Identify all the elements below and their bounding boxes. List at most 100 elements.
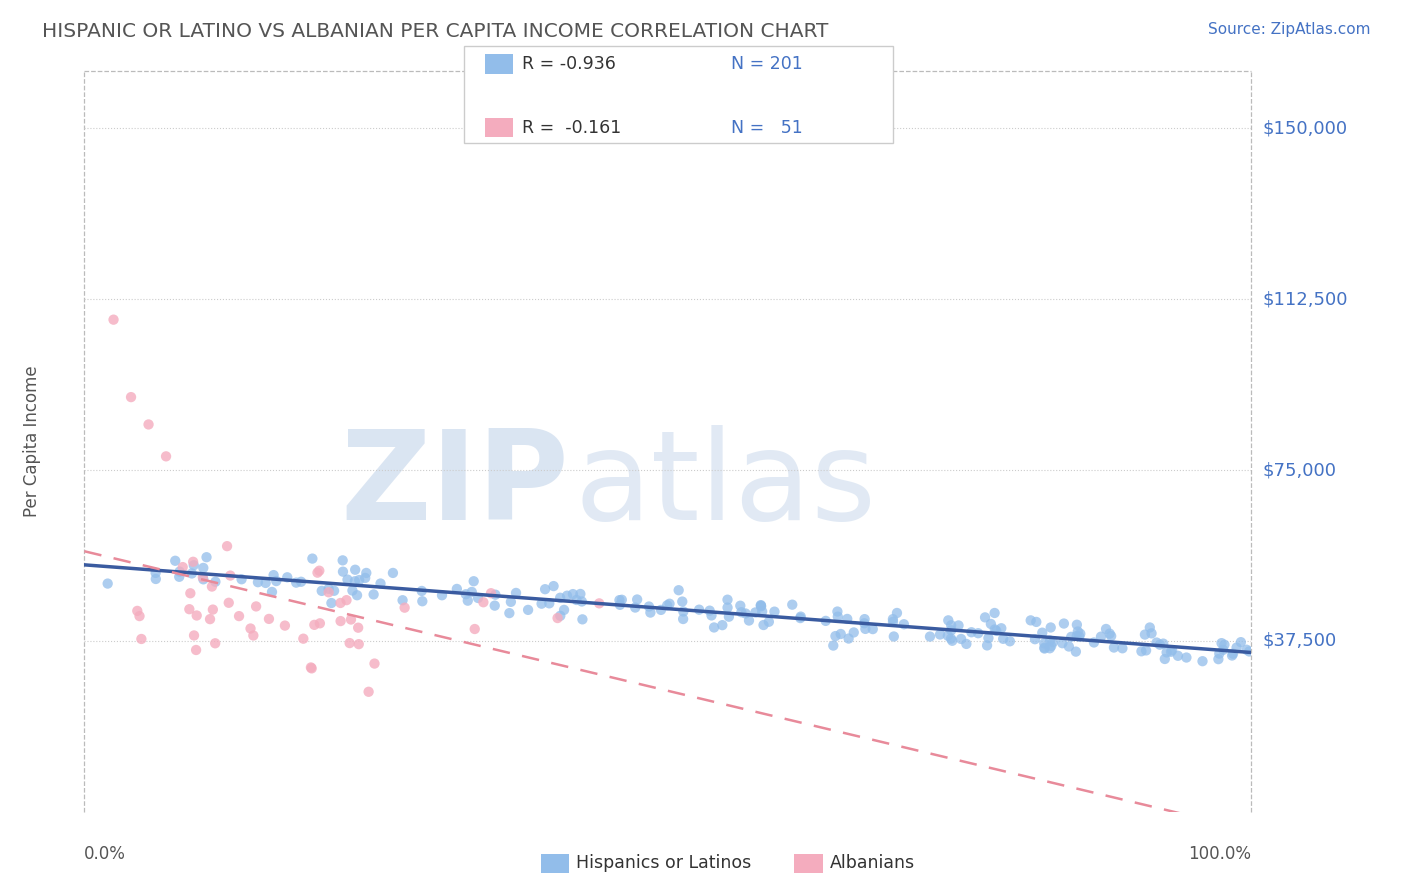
Point (1208, 652, 1230, 666)
Point (983, 606, 1005, 620)
Point (307, 566, 329, 580)
Point (749, 599, 772, 614)
Text: $150,000: $150,000 (1263, 120, 1347, 137)
Point (977, 631, 1000, 645)
Point (547, 611, 569, 625)
Point (1039, 633, 1062, 648)
Point (780, 598, 803, 612)
Point (998, 634, 1021, 648)
Point (711, 618, 734, 632)
Text: $37,500: $37,500 (1263, 632, 1337, 650)
Point (823, 639, 845, 653)
Point (145, 566, 167, 580)
Point (941, 633, 963, 648)
Point (668, 583, 690, 598)
Point (588, 596, 610, 610)
Point (1066, 617, 1088, 632)
Text: N =   51: N = 51 (731, 119, 803, 136)
Point (862, 622, 884, 636)
Point (335, 593, 357, 607)
Point (239, 622, 262, 636)
Point (97, 576, 120, 591)
Point (1111, 641, 1133, 656)
Point (730, 599, 752, 613)
Point (309, 616, 332, 631)
Point (918, 630, 941, 644)
Point (304, 618, 326, 632)
Point (499, 595, 522, 609)
Point (346, 588, 368, 602)
Point (716, 600, 738, 615)
Point (827, 609, 849, 624)
Point (1066, 629, 1088, 643)
Point (484, 588, 506, 602)
Point (201, 602, 224, 616)
Point (530, 597, 553, 611)
Point (734, 607, 756, 621)
Point (332, 553, 354, 567)
Point (193, 561, 215, 575)
Point (853, 622, 876, 636)
Text: ZIP: ZIP (340, 425, 568, 547)
Point (824, 629, 846, 643)
Point (391, 593, 413, 607)
Point (882, 615, 904, 629)
Point (672, 612, 695, 626)
Point (1019, 613, 1042, 627)
Point (571, 594, 593, 608)
Point (411, 584, 433, 599)
Point (363, 657, 385, 671)
Point (457, 593, 479, 607)
Point (217, 539, 239, 553)
Point (479, 586, 502, 600)
Point (984, 623, 1007, 637)
Point (301, 661, 323, 675)
Point (658, 597, 681, 611)
Text: $112,500: $112,500 (1263, 290, 1348, 308)
Text: $75,000: $75,000 (1263, 461, 1337, 479)
Point (276, 570, 298, 584)
Point (1052, 636, 1074, 650)
Point (638, 599, 661, 614)
Point (329, 596, 352, 610)
Point (543, 579, 565, 593)
Point (103, 312, 125, 326)
Point (699, 604, 721, 618)
Point (1213, 638, 1236, 652)
Point (700, 608, 723, 623)
Point (974, 610, 997, 624)
Point (311, 583, 333, 598)
Point (548, 591, 571, 605)
Point (257, 612, 280, 626)
Point (1031, 625, 1053, 640)
Point (883, 630, 905, 644)
Point (986, 624, 1008, 638)
Point (318, 582, 340, 596)
Point (193, 572, 215, 586)
Point (624, 600, 647, 615)
Point (853, 612, 876, 626)
Point (430, 588, 453, 602)
Point (183, 628, 205, 642)
Point (186, 608, 208, 623)
Point (165, 554, 187, 568)
Text: HISPANIC OR LATINO VS ALBANIAN PER CAPITA INCOME CORRELATION CHART: HISPANIC OR LATINO VS ALBANIAN PER CAPIT… (42, 22, 828, 41)
Point (1069, 626, 1091, 640)
Point (1039, 620, 1062, 634)
Text: Source: ZipAtlas.com: Source: ZipAtlas.com (1208, 22, 1371, 37)
Point (948, 618, 970, 632)
Point (245, 599, 267, 614)
Point (569, 587, 592, 601)
Point (626, 592, 648, 607)
Point (356, 566, 378, 580)
Point (827, 605, 849, 619)
Point (1135, 643, 1157, 657)
Point (1225, 640, 1247, 655)
Point (565, 593, 588, 607)
Point (155, 450, 177, 464)
Point (342, 583, 364, 598)
Point (204, 574, 226, 589)
Point (131, 632, 153, 646)
Point (128, 609, 150, 624)
Point (357, 685, 380, 699)
